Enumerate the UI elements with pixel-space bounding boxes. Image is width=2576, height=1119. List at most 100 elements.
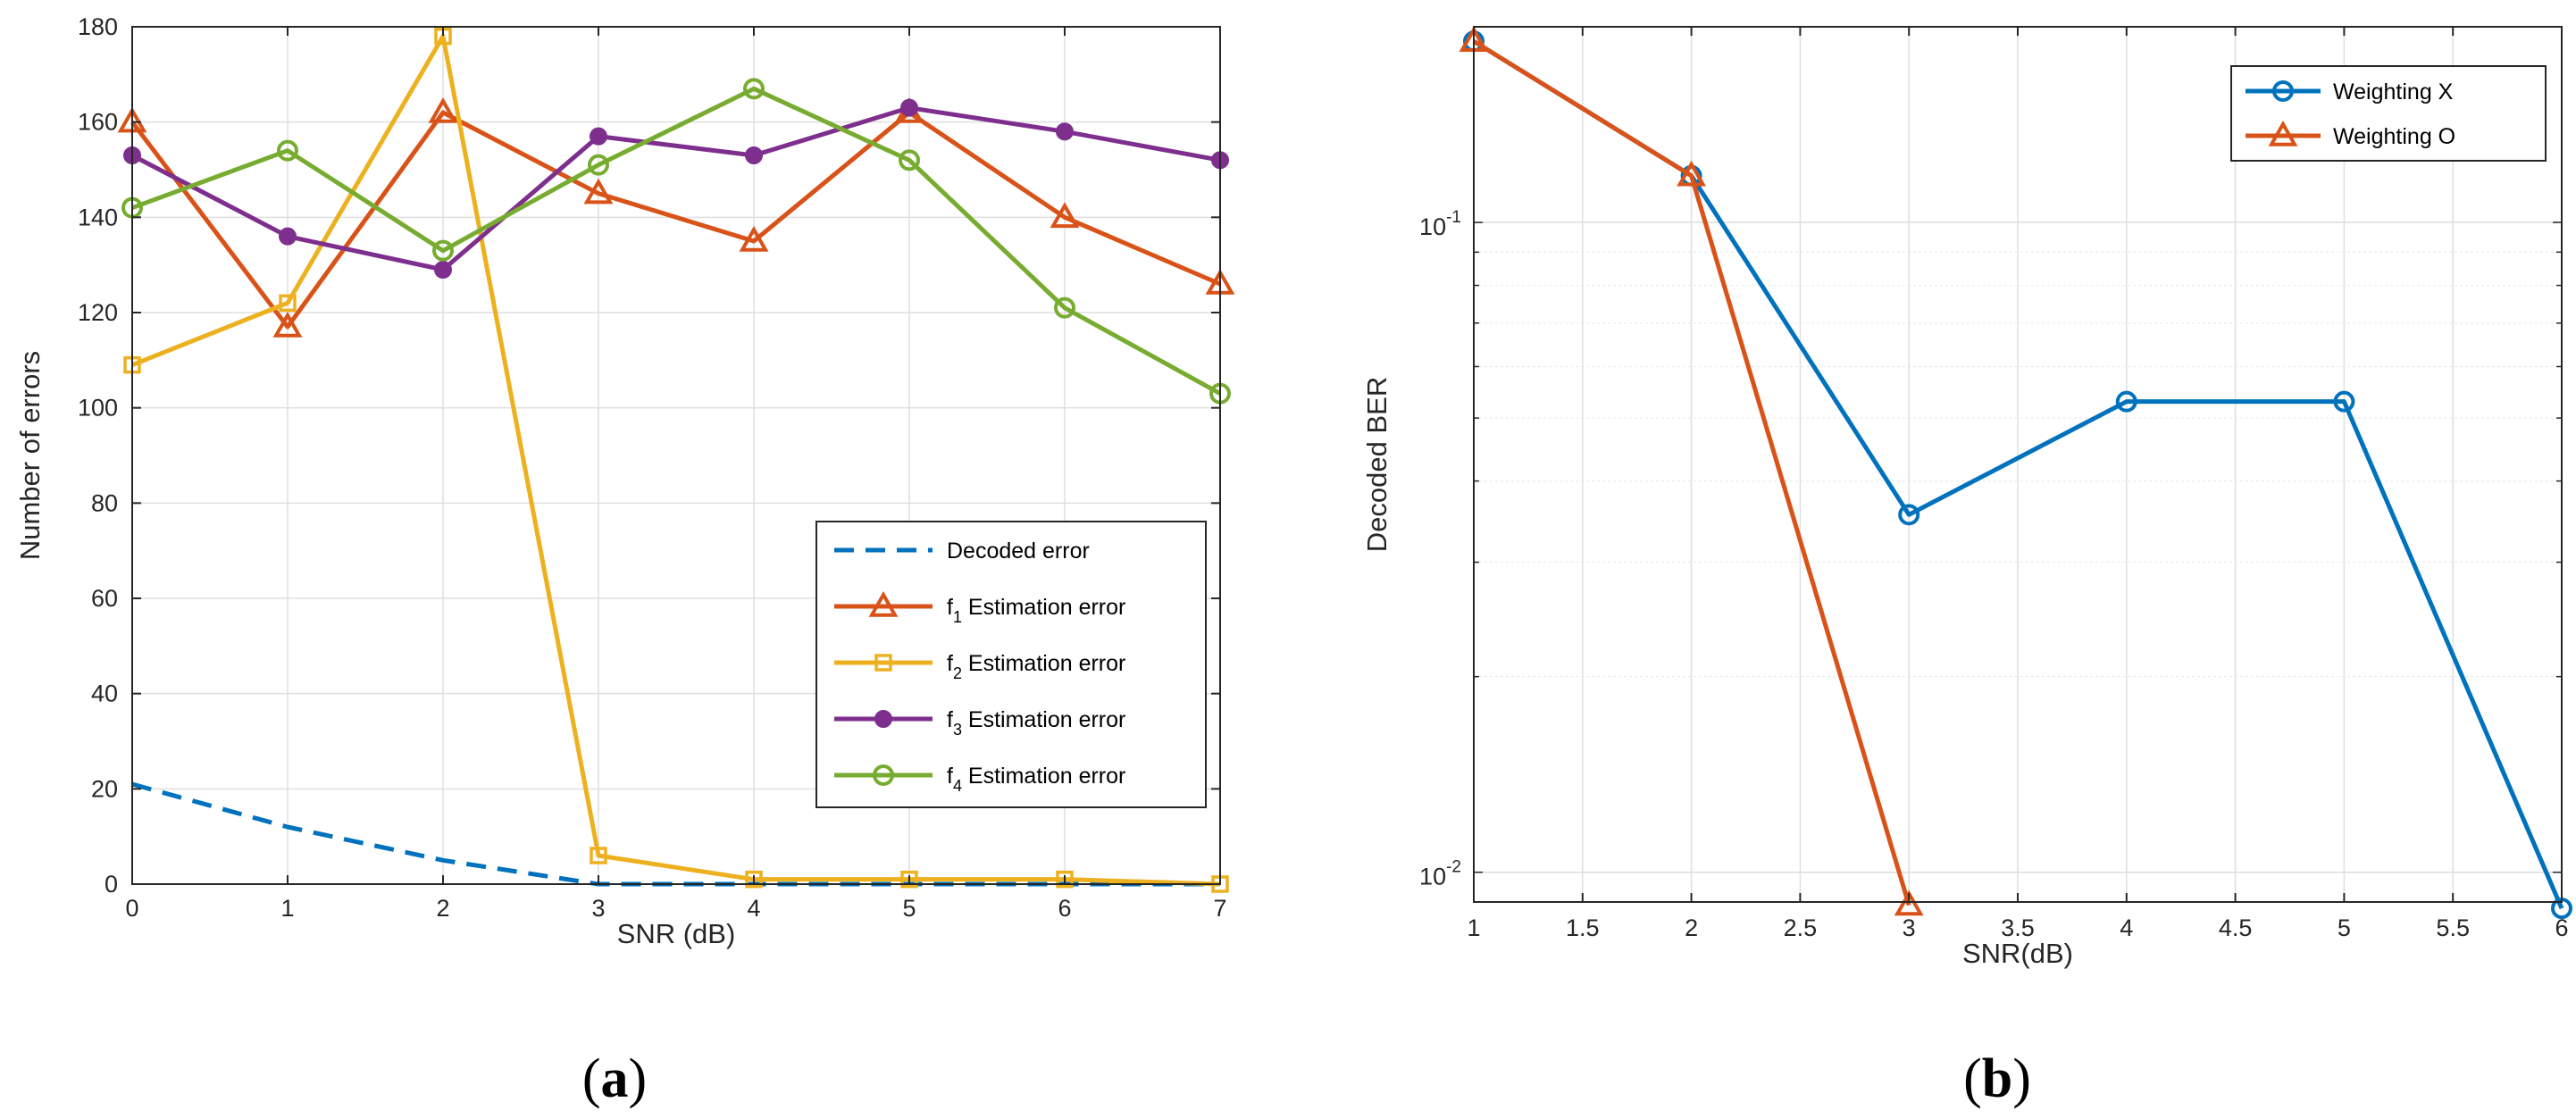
x-tick-label: 2 bbox=[436, 895, 449, 922]
y-tick-exponent: -2 bbox=[1446, 858, 1461, 877]
y-tick-label: 160 bbox=[78, 109, 118, 136]
legend-label-4: f3 Estimation error bbox=[947, 707, 1125, 739]
panel-b-caption: (b) bbox=[1963, 1048, 2031, 1109]
x-tick-label: 6 bbox=[1058, 895, 1071, 922]
panel-a-chart: 0 1 2 3 4 5 6 7 0 20 40 60 80 100 120 140 160 180 SNR (dB)… bbox=[14, 13, 1235, 1109]
data-point-s4-2 bbox=[434, 261, 452, 279]
y-tick-label: 120 bbox=[78, 299, 118, 326]
x-tick-label: 3 bbox=[591, 895, 605, 922]
x-axis-label: SNR(dB) bbox=[1962, 938, 2073, 969]
caption-paren-open: ( bbox=[582, 1048, 601, 1109]
y-tick-label: 20 bbox=[91, 775, 118, 802]
data-point-s4-1 bbox=[279, 227, 297, 246]
data-point-s2-3 bbox=[583, 178, 614, 205]
x-tick-label: 0 bbox=[125, 895, 138, 922]
data-point-s1-2 bbox=[1898, 504, 1920, 526]
x-tick-label: 2.5 bbox=[1784, 914, 1818, 941]
panel-b-chart: 1 1.5 2 2.5 3 3.5 4 4.5 5 5.5 610-210-1SNR(dB)Deco… bbox=[1361, 26, 2572, 1109]
legend-label-prefix: f bbox=[947, 707, 953, 732]
data-point-s2-6 bbox=[1050, 202, 1080, 229]
y-tick-label: 80 bbox=[91, 489, 118, 516]
panel-a-caption: (a) bbox=[582, 1048, 647, 1109]
x-tick-label: 6 bbox=[2555, 914, 2568, 941]
data-point-s3-3 bbox=[590, 847, 607, 864]
legend-label-subscript: 2 bbox=[953, 664, 962, 682]
y-tick-label: 40 bbox=[91, 681, 118, 707]
x-tick-label: 5 bbox=[902, 895, 916, 922]
x-tick-label: 2 bbox=[1685, 914, 1698, 941]
caption-paren-close: ) bbox=[2012, 1048, 2031, 1109]
x-tick-label: 5.5 bbox=[2436, 914, 2470, 941]
data-point-s4-6 bbox=[1056, 122, 1074, 141]
axes-box bbox=[131, 26, 1221, 885]
x-axis-label: SNR (dB) bbox=[617, 918, 736, 949]
data-point-s2-1 bbox=[272, 311, 303, 338]
legend-label-3: f2 Estimation error bbox=[947, 651, 1125, 682]
data-point-s5-2 bbox=[432, 239, 454, 262]
data-point-s3-5 bbox=[900, 870, 918, 889]
legend-label-subscript: 4 bbox=[953, 777, 962, 795]
data-point-s2-2 bbox=[428, 96, 458, 123]
data-point-s3-4 bbox=[745, 870, 763, 889]
legend-label-text: Estimation error bbox=[962, 764, 1125, 789]
legend-label-text: Estimation error bbox=[962, 651, 1125, 676]
x-tick-label: 3.5 bbox=[2001, 914, 2035, 941]
x-tick-label: 1.5 bbox=[1566, 914, 1600, 941]
y-tick-base: 10 bbox=[1419, 864, 1446, 890]
caption-letter: a bbox=[601, 1048, 629, 1109]
x-tick-label: 4.5 bbox=[2219, 914, 2253, 941]
data-point-s5-5 bbox=[899, 149, 920, 171]
data-point-s2-4 bbox=[739, 225, 769, 252]
legend-marker-4 bbox=[874, 710, 892, 728]
data-point-s5-3 bbox=[588, 154, 609, 176]
caption-letter: b bbox=[1982, 1048, 2012, 1109]
y-tick-label: 180 bbox=[78, 13, 118, 40]
legend-marker-5 bbox=[873, 764, 894, 786]
series-line-4 bbox=[130, 105, 1221, 272]
caption-paren-open: ( bbox=[1963, 1048, 1982, 1109]
legend-label-subscript: 1 bbox=[953, 608, 962, 626]
y-tick-label: 140 bbox=[78, 204, 118, 230]
series-line-2 bbox=[130, 110, 1221, 330]
legend-label-text: Estimation error bbox=[962, 595, 1125, 620]
y-tick-exponent: -1 bbox=[1446, 208, 1461, 227]
legend-label-5: f4 Estimation error bbox=[947, 764, 1125, 795]
data-point-s2-2 bbox=[1894, 889, 1924, 916]
y-axis-label: Decoded BER bbox=[1361, 377, 1393, 552]
data-point-s3-6 bbox=[1056, 870, 1074, 889]
data-point-s3-1 bbox=[279, 294, 297, 313]
y-tick-label: 60 bbox=[91, 585, 118, 612]
legend-label-prefix: f bbox=[947, 764, 953, 789]
x-tick-label: 7 bbox=[1213, 895, 1226, 922]
data-point-s4-5 bbox=[900, 98, 918, 117]
legend-label-1: Decoded error bbox=[947, 539, 1090, 564]
data-point-s5-4 bbox=[743, 78, 765, 100]
x-tick-label: 5 bbox=[2338, 914, 2351, 941]
legend-label-prefix: f bbox=[947, 651, 953, 676]
x-tick-label: 4 bbox=[747, 895, 760, 922]
legend-marker-3 bbox=[874, 654, 892, 672]
data-point-s4-4 bbox=[745, 146, 763, 164]
y-axis-label: Number of errors bbox=[14, 351, 46, 560]
data-point-s2-1 bbox=[1677, 160, 1707, 187]
y-tick-label: 0 bbox=[105, 871, 118, 898]
legend-marker-2 bbox=[2268, 120, 2298, 146]
data-point-s1-3 bbox=[2115, 390, 2137, 413]
legend-marker-2 bbox=[868, 590, 899, 617]
x-tick-label: 4 bbox=[2120, 914, 2133, 941]
legend-label-1: Weighting X bbox=[2333, 79, 2454, 104]
legend-label-subscript: 3 bbox=[953, 721, 962, 739]
x-tick-label: 3 bbox=[1903, 914, 1916, 941]
data-point-s4-3 bbox=[590, 127, 607, 146]
legend-marker-1 bbox=[2272, 80, 2294, 102]
x-tick-label: 1 bbox=[280, 895, 294, 922]
series-line-5 bbox=[131, 86, 1222, 396]
series-line-3 bbox=[131, 34, 1221, 887]
y-tick-label: 100 bbox=[78, 395, 118, 422]
y-tick-label: 10-1 bbox=[1419, 208, 1461, 240]
y-tick-label: 10-2 bbox=[1419, 858, 1461, 890]
series-line-2 bbox=[1472, 39, 1911, 906]
data-point-s5-1 bbox=[277, 139, 298, 162]
